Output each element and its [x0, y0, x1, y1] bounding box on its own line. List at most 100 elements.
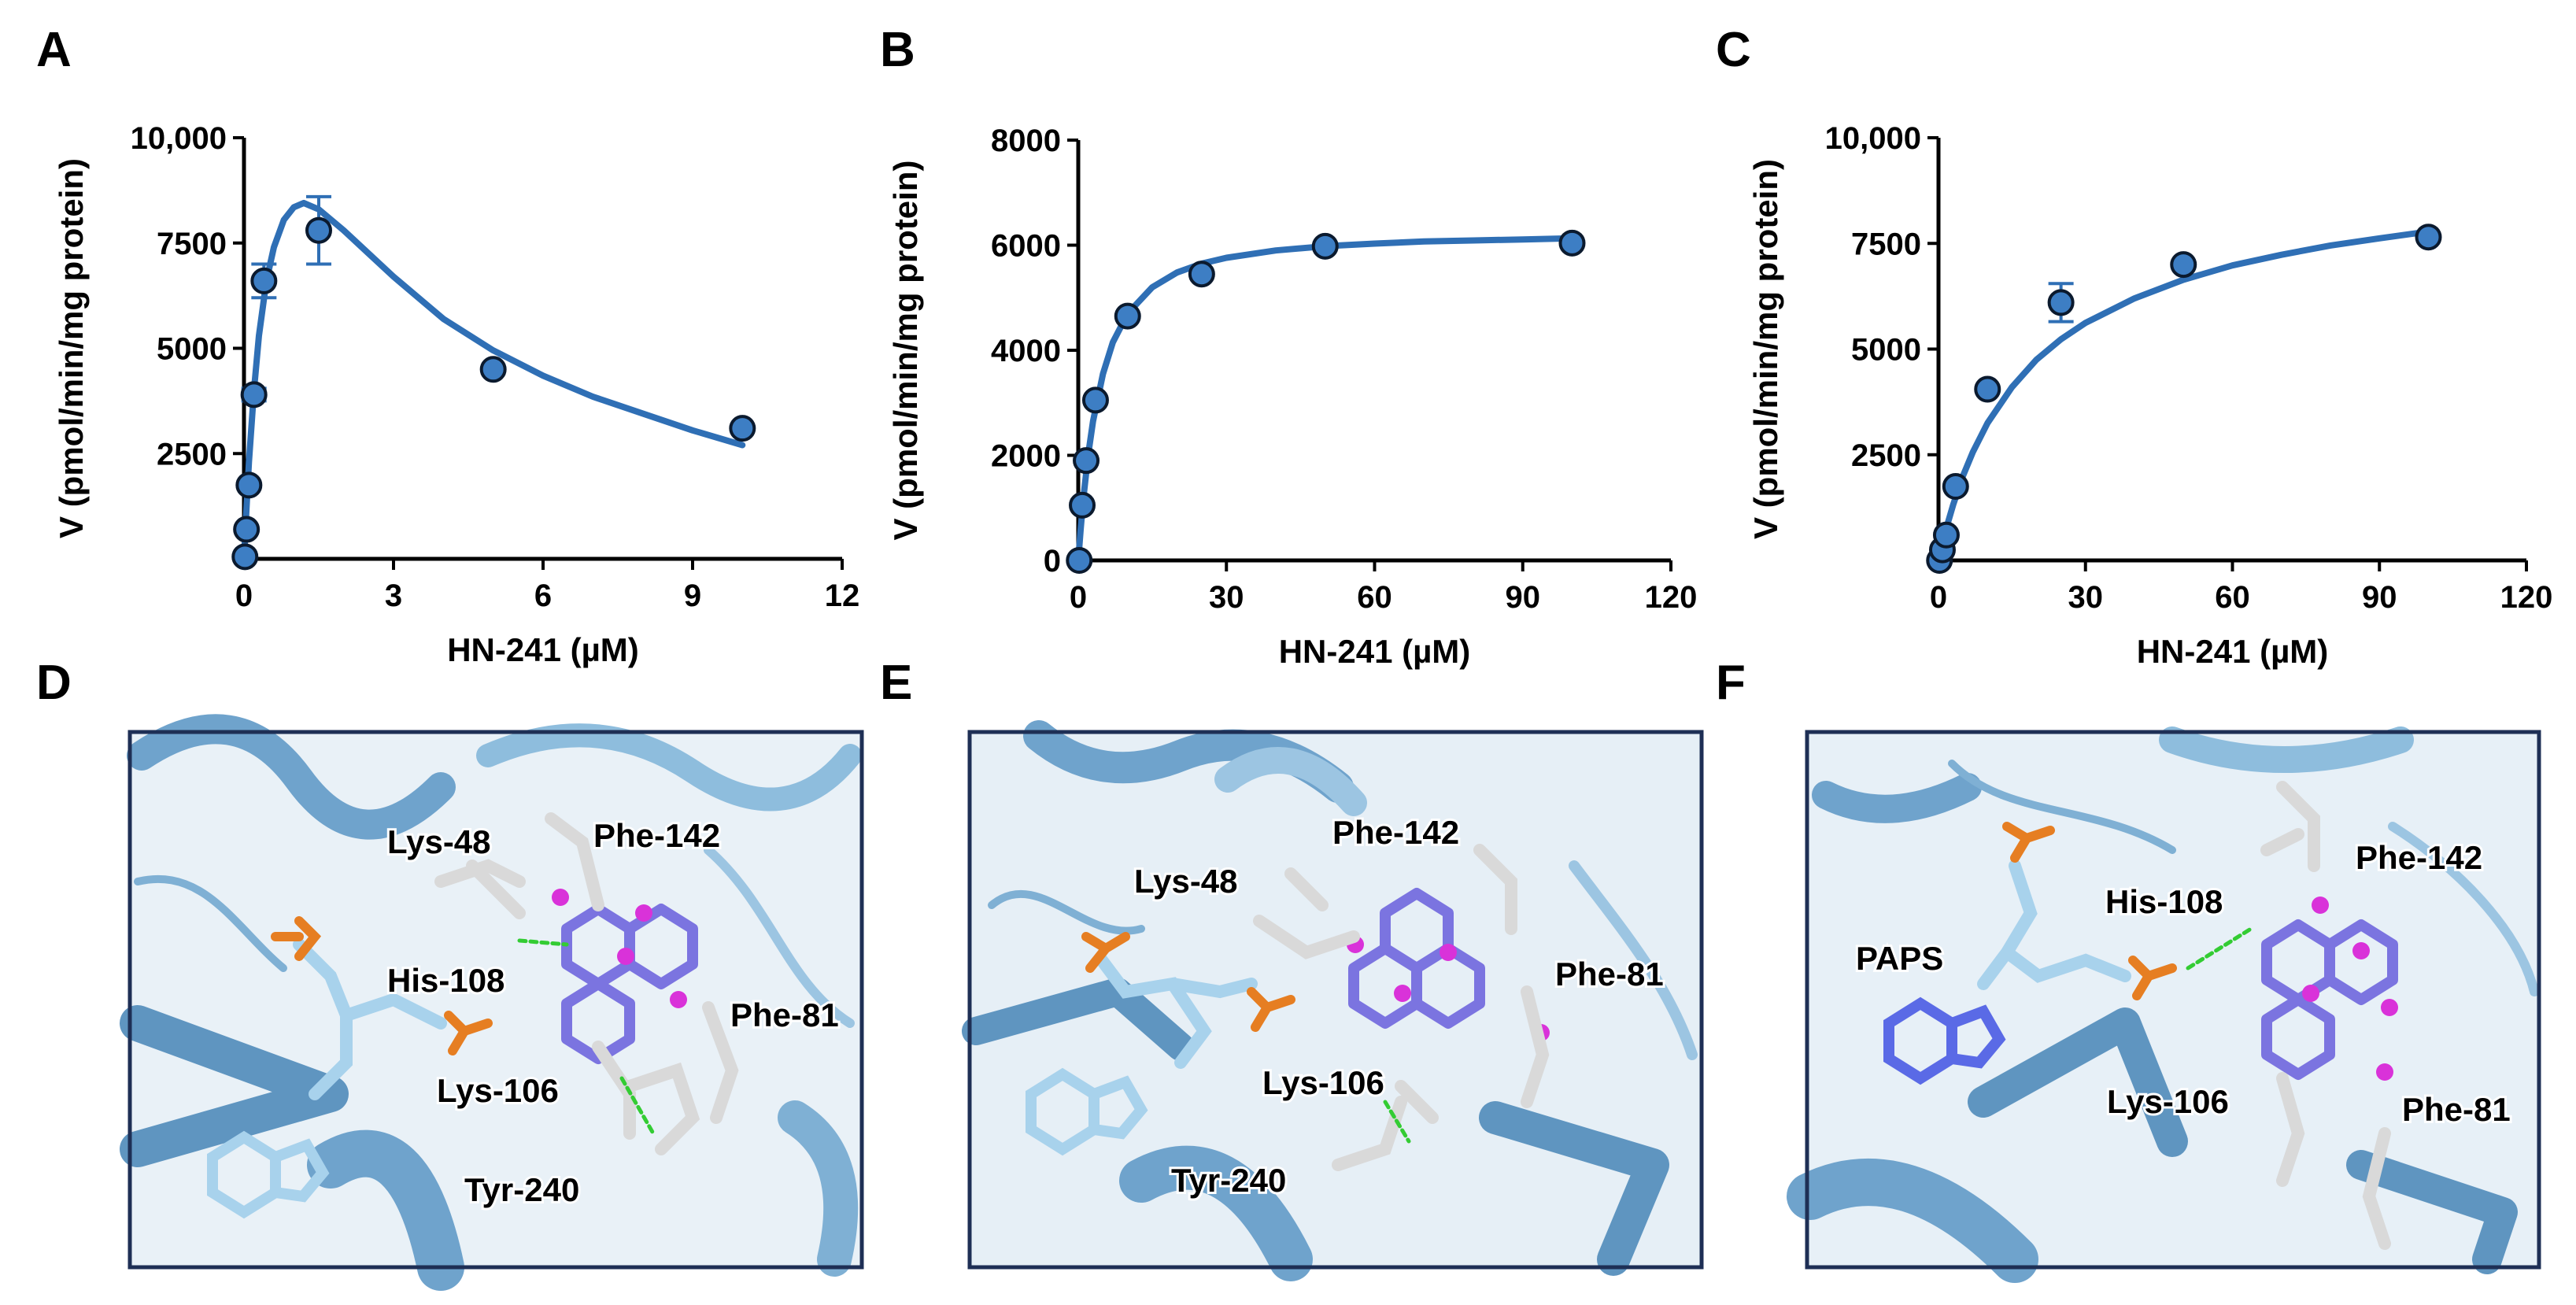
y-tick-label-b: 8000 [991, 124, 1061, 158]
x-tick-label-a: 6 [534, 579, 552, 613]
x-axis-label-c: HN-241 (µM) [2137, 633, 2329, 670]
phosphate-e-1 [1081, 932, 1130, 973]
y-tick-label-b: 2000 [991, 439, 1061, 474]
residue-label-e-tyr240: Tyr-240 [1171, 1162, 1286, 1199]
loop-e-1 [988, 890, 1145, 935]
y-tick-label-c: 5000 [1851, 333, 1921, 368]
y-axis-label-b: V (pmol/min/mg protein) [887, 161, 924, 541]
phosphate-e-2 [1247, 987, 1295, 1032]
panel-label-a: A [36, 23, 72, 77]
helix-d-4 [778, 1100, 859, 1277]
x-tick-label-b: 120 [1645, 580, 1698, 615]
ligand-e [1347, 888, 1550, 1041]
data-point-b [1558, 229, 1586, 257]
data-point-c [1974, 375, 2001, 403]
x-tick-label-a: 9 [684, 579, 701, 613]
helix-f-3 [1787, 1159, 2038, 1283]
data-point-a [231, 543, 259, 571]
residue-label-f-his108: His-108 [2105, 883, 2223, 920]
data-point-a [305, 216, 332, 244]
fit-curve-b [1075, 235, 1576, 564]
residues-e [1026, 844, 1550, 1171]
x-tick-label-c: 120 [2500, 580, 2553, 615]
data-point-a [240, 381, 268, 409]
x-tick-label-b: 60 [1357, 580, 1392, 615]
x-tick-label-c: 60 [2215, 580, 2250, 615]
data-point-a [233, 516, 261, 543]
side-chains-f [2260, 781, 2391, 1250]
y-tick-label-c: 7500 [1851, 227, 1921, 261]
phosphate-f-2 [2128, 956, 2177, 1000]
y-tick-label-a: 10,000 [131, 121, 227, 156]
helix-f-2 [2159, 726, 2414, 773]
pi-sphere-f-5 [2376, 1063, 2393, 1081]
helix-e-3 [1119, 1145, 1313, 1281]
phosphate-d-2 [444, 1011, 493, 1055]
docking-panel-d: Lys-48 Phe-142 His-108 Phe-81 Lys-106 Ty… [120, 714, 864, 1291]
y-tick-label-a: 2500 [157, 437, 227, 471]
data-point-b [1114, 302, 1141, 330]
x-tick-label-a: 0 [235, 579, 253, 613]
panel-label-d: D [36, 656, 72, 710]
loop-d-1 [134, 874, 287, 972]
pi-sphere-d-3 [670, 991, 687, 1008]
x-tick-label-b: 30 [1209, 580, 1244, 615]
y-tick-label-a: 5000 [157, 332, 227, 367]
x-tick-label-b: 0 [1070, 580, 1087, 615]
pi-sphere-f-3 [2302, 985, 2319, 1002]
residue-label-d-tyr240: Tyr-240 [464, 1171, 579, 1208]
residue-label-e-lys48: Lys-48 [1134, 863, 1238, 900]
pi-sphere-d-1 [552, 889, 569, 906]
hbond-e-1 [1383, 1100, 1411, 1144]
ligand-f [2261, 896, 2398, 1081]
loop-e-2 [1569, 860, 1698, 1060]
x-tick-label-b: 90 [1506, 580, 1541, 615]
papS-sticks-d [293, 938, 447, 1100]
residue-label-f-paps: PAPS [1856, 940, 1943, 977]
data-point-b [1069, 491, 1096, 519]
data-point-c [2170, 251, 2197, 279]
panel-label-c: C [1716, 23, 1751, 77]
loop-d-2 [704, 845, 855, 1028]
residue-label-f-phe142: Phe-142 [2356, 839, 2482, 876]
chart-b: 0 30 60 90 120 0 2000 4000 6000 8000 HN-241 (µM) V … [887, 124, 1697, 670]
x-tick-label-a: 12 [825, 579, 860, 613]
panel-label-e: E [880, 656, 912, 710]
paps-sticks-e [1096, 954, 1258, 1069]
sheet-e-1 [962, 978, 1195, 1061]
x-axis-label-b: HN-241 (µM) [1279, 633, 1471, 670]
hbond-d-2 [619, 1076, 656, 1136]
residue-label-d-phe142: Phe-142 [593, 817, 720, 854]
data-point-a [250, 267, 278, 294]
data-point-c [1932, 521, 1960, 549]
y-tick-label-b: 4000 [991, 334, 1061, 368]
y-axis-label-a: V (pmol/min/mg protein) [53, 158, 90, 538]
pi-sphere-e-2 [1394, 985, 1411, 1002]
data-point-b [1066, 547, 1093, 574]
y-tick-label-c: 10,000 [1825, 121, 1921, 156]
panel-label-f: F [1716, 656, 1746, 710]
pi-sphere-d-4 [635, 904, 652, 922]
panel-d-border [128, 730, 864, 1270]
y-tick-label-c: 2500 [1851, 438, 1921, 473]
y-tick-label-b: 6000 [991, 229, 1061, 264]
sheet-f-2 [2346, 1150, 2518, 1274]
data-point-c [2415, 224, 2442, 251]
docking-panel-f: Phe-142 His-108 PAPS Lys-106 Phe-81 [1787, 726, 2541, 1283]
hbond-f-1 [2186, 926, 2253, 970]
residues-f [1883, 781, 2391, 1250]
pi-sphere-f-2 [2352, 942, 2370, 959]
y-tick-label-a: 7500 [157, 227, 227, 261]
data-point-b [1311, 232, 1339, 260]
data-point-c [1942, 473, 1969, 501]
loop-f-1 [1948, 760, 2176, 854]
adenine-d [207, 1130, 330, 1219]
pi-sphere-f-1 [2312, 896, 2329, 914]
sheet-f-1 [1968, 1007, 2188, 1157]
x-tick-label-c: 30 [2068, 580, 2104, 615]
pi-sphere-e-3 [1440, 944, 1457, 961]
data-point-b [1081, 386, 1109, 414]
y-tick-label-b: 0 [1044, 544, 1061, 579]
residue-label-d-phe81: Phe-81 [730, 996, 839, 1033]
